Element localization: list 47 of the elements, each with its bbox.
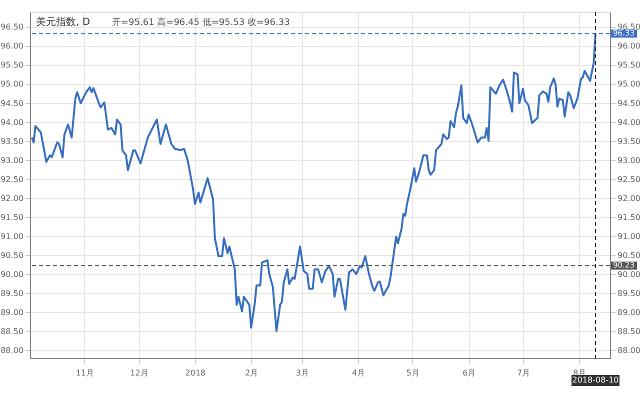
x-tick-label: 2018 — [185, 368, 206, 378]
y2-tick-label: 92.50 — [618, 174, 640, 184]
x-tick-label: 11月 — [76, 368, 94, 378]
text: 美元指数, D — [36, 16, 90, 28]
y2-tick-label: 95.50 — [618, 60, 640, 70]
y-tick-label: 89.00 — [0, 308, 24, 317]
y-tick-label: 96.00 — [0, 42, 24, 51]
x-tick-label: 5月 — [406, 368, 420, 378]
x-tick-label: 6月 — [462, 368, 476, 378]
y2-tick-label: 90.00 — [618, 270, 640, 279]
y2-tick-label: 88.50 — [618, 326, 640, 336]
y2-tick-label: 89.00 — [618, 308, 640, 317]
y-tick-label: 91.50 — [0, 212, 24, 222]
y-tick-label: 89.50 — [0, 288, 24, 298]
y-tick-label: 94.50 — [0, 98, 24, 108]
y-tick-label: 88.50 — [0, 326, 24, 336]
y2-tick-label: 91.50 — [618, 212, 640, 222]
text: 开=95.61 高=96.45 低=95.53 收=96.33 — [112, 17, 290, 28]
y-tick-label: 90.00 — [0, 270, 24, 279]
y-tick-label: 93.00 — [0, 156, 24, 165]
y-tick-label: 92.50 — [0, 174, 24, 184]
y2-tick-label: 94.00 — [618, 118, 640, 127]
y-tick-label: 95.50 — [0, 60, 24, 70]
y2-tick-label: 88.00 — [618, 346, 640, 355]
y2-tick-label: 89.50 — [618, 288, 640, 298]
y-tick-label: 91.00 — [0, 232, 24, 241]
x-tick-label: 4月 — [352, 368, 366, 378]
y2-tick-label: 90.50 — [618, 250, 640, 260]
x-tick-label: 12月 — [130, 368, 148, 378]
y-tick-label: 96.50 — [0, 22, 24, 32]
y-tick-label: 90.50 — [0, 250, 24, 260]
y2-tick-label: 94.50 — [618, 98, 640, 108]
x-tick-label: 7月 — [516, 368, 530, 378]
y2-tick-label: 91.00 — [618, 232, 640, 241]
y-tick-label: 94.00 — [0, 118, 24, 127]
y2-tick-label: 96.00 — [618, 42, 640, 51]
y2-tick-label: 95.00 — [618, 80, 640, 89]
y2-tick-label: 93.50 — [618, 136, 640, 146]
y-tick-label: 88.00 — [0, 346, 24, 355]
y-tick-label: 92.00 — [0, 194, 24, 203]
x-tick-label: 3月 — [296, 368, 309, 378]
y-tick-label: 95.00 — [0, 80, 24, 89]
y2-tick-label: 93.00 — [618, 156, 640, 165]
y2-tick-label: 92.00 — [618, 194, 640, 203]
y-tick-label: 93.50 — [0, 136, 24, 146]
ref-line-label: 2018-08-10 — [572, 376, 619, 384]
x-tick-label: 2月 — [245, 368, 258, 378]
